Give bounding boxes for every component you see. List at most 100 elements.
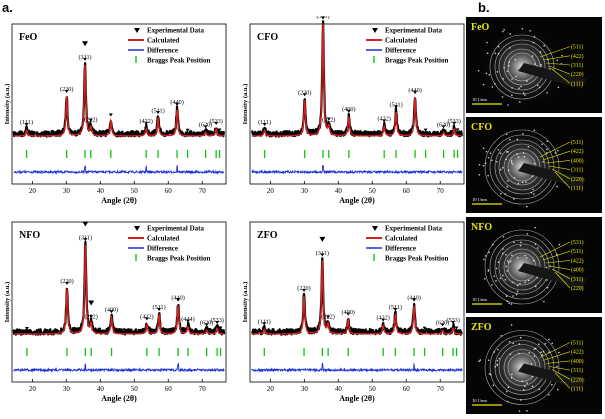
diffraction-spot [507, 104, 509, 106]
diffraction-spot [494, 82, 496, 85]
reflection-marker [382, 119, 387, 123]
diffraction-spot [511, 78, 513, 80]
diffraction-spot [536, 276, 538, 279]
peak-label: (620) [437, 121, 450, 128]
legend-experimental-label: Experimental Data [385, 225, 442, 233]
peak-marker [319, 236, 326, 242]
diffraction-spot [556, 185, 558, 188]
ring-leader-line [548, 366, 571, 371]
reflection-marker [394, 105, 399, 109]
reflection-marker [454, 326, 459, 330]
diffraction-spot [545, 266, 548, 269]
diffraction-spot [534, 285, 537, 288]
reflection-marker [346, 109, 351, 113]
scale-bar-label: 10 1/nm [472, 297, 487, 302]
diffraction-spot [482, 147, 485, 150]
diffraction-spot [508, 64, 510, 67]
diffraction-spot [522, 388, 525, 391]
reflection-marker [326, 117, 331, 121]
diffraction-spot [506, 300, 509, 303]
ring-label: (111) [571, 386, 583, 393]
diffraction-spot [497, 261, 500, 263]
diffraction-spot [478, 360, 480, 363]
reflection-marker [156, 111, 161, 115]
reflection-marker [204, 323, 209, 327]
reflection-marker [185, 319, 190, 323]
y-axis-label: Intensity (a.u.) [4, 84, 11, 125]
diffraction-spot [512, 342, 515, 345]
reflection-marker [393, 307, 398, 311]
diffraction-spot [495, 267, 498, 270]
ring-leader-line [545, 260, 571, 264]
sample-title: FeO [19, 32, 38, 43]
difference-series [251, 362, 463, 373]
diffraction-spot [549, 67, 552, 70]
ring-label: (422) [571, 257, 584, 264]
diffraction-spot [511, 94, 513, 96]
reflection-marker [24, 326, 29, 330]
peak-marker [82, 221, 89, 227]
xrd-plot-cfo: (111)(220)(311)(222)(400)(422)(511)(440)… [238, 16, 470, 212]
reflection-marker [423, 128, 428, 132]
scale-bar-label: 10 1/nm [472, 97, 487, 102]
diffraction-spot [510, 324, 513, 326]
ring-leader-line [551, 369, 571, 380]
x-tick-label: 30 [63, 187, 71, 195]
diffraction-spot [482, 164, 485, 167]
diffraction-spot [526, 382, 528, 384]
x-tick-label: 40 [97, 385, 105, 393]
reflection-marker [422, 326, 427, 330]
diffraction-ring [503, 48, 541, 86]
diffraction-spot [497, 148, 500, 151]
diffraction-spot [512, 198, 515, 200]
diffraction-spot [497, 45, 500, 48]
diffraction-ring [494, 139, 550, 195]
bragg-peak-positions [25, 150, 221, 158]
diffraction-spot [509, 47, 511, 49]
diffraction-spot [484, 162, 487, 164]
ring-label: (531) [571, 239, 584, 246]
peak-label: (533) [210, 317, 223, 324]
diffraction-spot [558, 243, 560, 246]
diffraction-spot [491, 243, 494, 246]
panel-a-label: a. [2, 0, 13, 15]
peak-label: (440) [408, 87, 421, 94]
legend: Experimental Data Calculated Difference Bra… [366, 27, 448, 65]
diffraction-spot [478, 163, 481, 166]
diffraction-spot [544, 342, 547, 345]
diffraction-spot [513, 241, 515, 244]
diffraction-spot [477, 69, 480, 72]
ring-leader-line [551, 168, 571, 180]
ring-label: (400) [571, 267, 584, 274]
saed-sample-label: FeO [471, 22, 490, 33]
reflection-marker [175, 102, 180, 106]
difference-series [13, 165, 225, 175]
x-tick-label: 60 [165, 187, 173, 195]
reflection-marker [441, 125, 446, 129]
diffraction-spot [556, 253, 558, 256]
diffraction-spot [527, 279, 530, 282]
xrd-svg: (111)(220)(311)(222)(422)(511)(440)(620)… [4, 23, 227, 205]
diffraction-spot [524, 254, 527, 257]
diffraction-spot [484, 277, 486, 280]
diffraction-ring [498, 143, 546, 191]
reflection-marker [157, 307, 162, 311]
scale-bar-label: 10 1/nm [472, 398, 487, 403]
peak-label: (511) [389, 101, 402, 108]
diffraction-spot [543, 300, 545, 303]
reflection-marker [217, 128, 222, 132]
diffraction-spot [502, 248, 504, 250]
diffraction-spot [533, 35, 536, 38]
diffraction-spot [508, 302, 510, 305]
diffraction-spot [530, 191, 533, 194]
reflection-marker [64, 89, 69, 93]
diffraction-spot [516, 256, 519, 259]
reflection-marker [381, 318, 386, 322]
x-tick-label: 50 [369, 187, 377, 195]
diffraction-spot [510, 161, 513, 164]
peak-label: (511) [151, 107, 164, 114]
diffraction-spot [557, 149, 559, 152]
ring-leader-line [542, 55, 571, 61]
reflection-marker [144, 121, 149, 125]
diffraction-spot [523, 155, 526, 158]
